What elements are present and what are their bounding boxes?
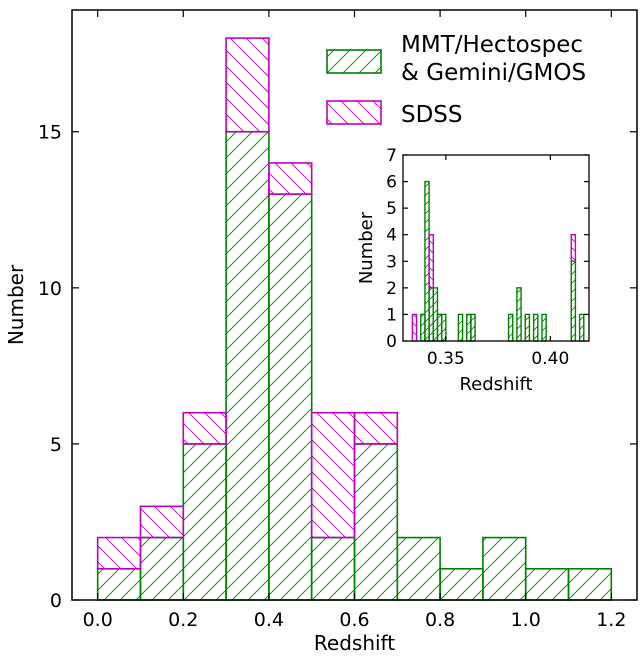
main-bar-mmt-5 bbox=[310, 536, 356, 601]
inset-bar-mmt-30 bbox=[532, 313, 539, 342]
inset-bar-sdss-39 bbox=[570, 234, 577, 262]
main-bar-sdss-5 bbox=[310, 411, 356, 539]
legend-swatch-sdss bbox=[326, 100, 382, 125]
main-bar-mmt-9 bbox=[482, 536, 527, 601]
main-x-tick-label-4: 0.8 bbox=[425, 609, 455, 631]
inset-y-tick-label-5: 5 bbox=[386, 199, 397, 219]
main-y-tick-label-3: 15 bbox=[38, 122, 62, 144]
main-bar-mmt-10 bbox=[524, 567, 570, 601]
inset-bar-sdss-5 bbox=[428, 234, 434, 289]
inset-plot-frame bbox=[402, 154, 590, 342]
inset-bar-mmt-39 bbox=[570, 260, 577, 342]
main-y-tick-label-2: 10 bbox=[38, 278, 62, 300]
inset-x-tick-label-0: 0.35 bbox=[427, 349, 465, 369]
main-bar-mmt-1 bbox=[139, 536, 185, 601]
inset-y-tick-label-0: 0 bbox=[386, 332, 397, 352]
main-bars bbox=[96, 37, 613, 601]
main-x-tick-label-5: 1.0 bbox=[511, 609, 541, 631]
main-bar-mmt-3 bbox=[225, 130, 270, 601]
main-bar-sdss-2 bbox=[182, 411, 227, 445]
legend-swatch-mmt bbox=[326, 49, 382, 74]
main-bar-mmt-11 bbox=[567, 567, 613, 601]
legend: MMT/Hectospec & Gemini/GMOS SDSS bbox=[326, 32, 586, 128]
legend-label-mmt-line-1: MMT/Hectospec bbox=[401, 32, 583, 58]
inset-bar-mmt-26 bbox=[516, 287, 522, 342]
inset-axes: 0.35 0.40 0 1 2 3 4 5 6 7 bbox=[386, 146, 590, 369]
inset-bar-mmt-32 bbox=[541, 313, 547, 342]
inset-y-tick-label-7: 7 bbox=[386, 146, 397, 166]
main-x-tick-label-6: 1.2 bbox=[596, 609, 626, 631]
main-bar-sdss-3 bbox=[225, 37, 270, 133]
inset-y-tick-label-2: 2 bbox=[386, 279, 397, 299]
main-bar-sdss-6 bbox=[353, 411, 399, 445]
inset-bar-mmt-12 bbox=[457, 313, 464, 342]
inset-y-tick-label-3: 3 bbox=[386, 252, 397, 272]
inset-bar-mmt-28 bbox=[524, 313, 531, 342]
inset-x-axis-title: Redshift bbox=[459, 374, 532, 395]
legend-label-mmt-line-2: & Gemini/GMOS bbox=[401, 60, 586, 86]
inset-bar-sdss-1 bbox=[411, 313, 418, 342]
inset-bar-mmt-24 bbox=[507, 313, 514, 342]
inset-x-tick-label-1: 0.40 bbox=[531, 349, 569, 369]
inset-y-axis-title: Number bbox=[356, 211, 377, 284]
main-bar-mmt-4 bbox=[268, 193, 313, 601]
inset-bar-mmt-15 bbox=[470, 313, 476, 342]
y-axis-title: Number bbox=[4, 264, 28, 345]
inset-y-tick-label-1: 1 bbox=[386, 305, 397, 325]
main-x-tick-label-0: 0.0 bbox=[83, 609, 113, 631]
main-bar-mmt-0 bbox=[96, 567, 142, 601]
main-y-tick-label-0: 0 bbox=[50, 590, 62, 612]
main-x-tick-label-1: 0.2 bbox=[168, 609, 198, 631]
inset-y-tick-label-4: 4 bbox=[386, 226, 397, 246]
inset-bar-mmt-8 bbox=[440, 313, 447, 342]
main-x-tick-label-3: 0.6 bbox=[339, 609, 369, 631]
main-bar-sdss-1 bbox=[139, 505, 185, 539]
inset-bar-mmt-41 bbox=[578, 313, 585, 342]
x-axis-title: Redshift bbox=[314, 631, 395, 655]
legend-label-sdss: SDSS bbox=[401, 102, 463, 128]
main-bar-mmt-2 bbox=[182, 443, 227, 601]
main-bar-sdss-0 bbox=[96, 536, 142, 570]
inset-y-tick-label-6: 6 bbox=[386, 173, 397, 193]
main-x-tick-label-2: 0.4 bbox=[254, 609, 284, 631]
main-bar-sdss-4 bbox=[268, 162, 313, 195]
main-bar-mmt-7 bbox=[396, 536, 441, 601]
main-bar-mmt-6 bbox=[353, 443, 399, 601]
main-y-tick-label-1: 5 bbox=[50, 434, 62, 456]
main-bar-mmt-8 bbox=[439, 567, 484, 601]
